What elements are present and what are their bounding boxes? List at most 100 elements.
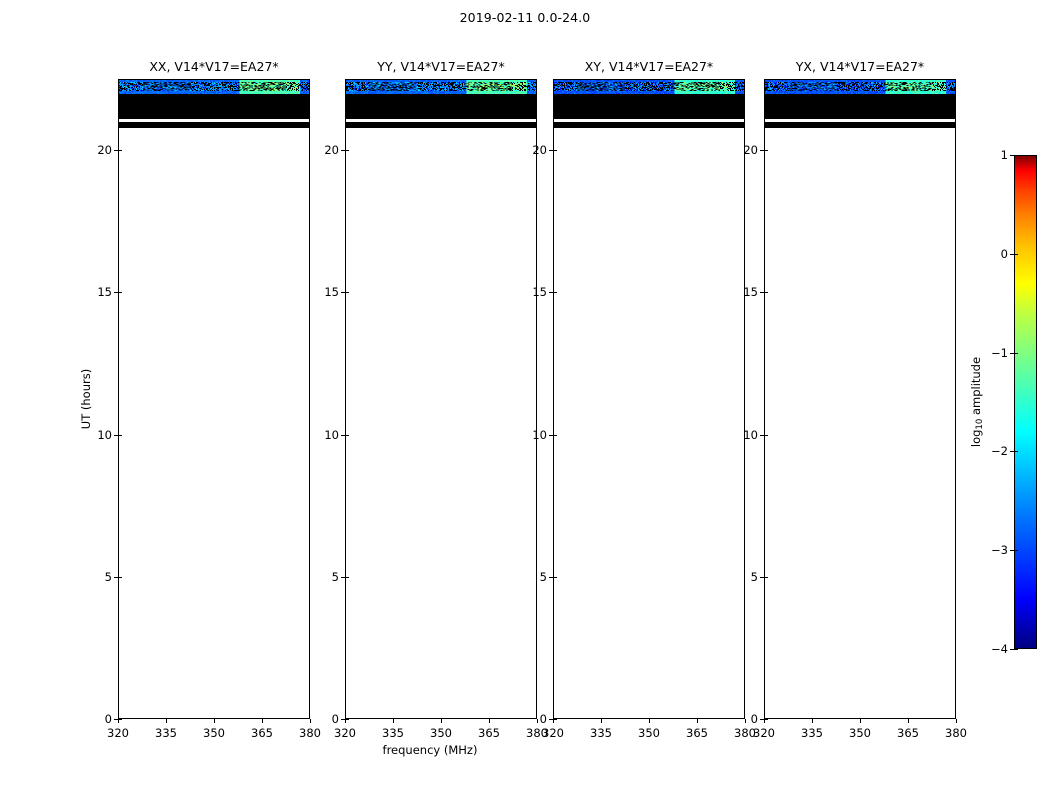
y-tick-mark (341, 150, 345, 152)
y-tick-mark (549, 719, 553, 720)
x-tick-label: 350 (849, 726, 871, 740)
y-tick-mark (341, 292, 345, 294)
y-tick-mark-inner (118, 292, 122, 294)
colorbar-gradient (1014, 155, 1037, 649)
y-tick-mark-inner (345, 434, 349, 436)
colorbar-tick-mark-inner (1014, 155, 1018, 156)
x-tick-label: 335 (801, 726, 823, 740)
x-tick-mark (262, 719, 263, 723)
y-tick-mark (549, 150, 553, 152)
y-tick-mark (114, 434, 118, 436)
plot-area-xy (553, 79, 745, 719)
colorbar-tick-mark (1010, 550, 1014, 552)
y-tick-mark-inner (118, 576, 122, 578)
x-tick-mark (537, 719, 538, 723)
panel-title-xy: XY, V14*V17=EA27* (584, 59, 714, 74)
gap-band-yy (346, 119, 536, 122)
y-tick-mark (760, 150, 764, 152)
flagged-band2-yy (346, 122, 536, 128)
y-tick-label: 15 (743, 285, 758, 300)
colorbar-tick-label: 0 (1000, 246, 1008, 261)
x-tick-label: 350 (430, 726, 452, 740)
y-tick-label: 10 (324, 427, 339, 442)
x-tick-mark (812, 719, 813, 723)
x-axis-label: frequency (MHz) (382, 743, 478, 757)
y-tick-mark-inner (764, 719, 768, 720)
y-tick-mark (341, 576, 345, 578)
x-tick-label: 365 (897, 726, 919, 740)
x-tick-mark (908, 719, 909, 723)
y-tick-mark-inner (553, 150, 557, 152)
flagged-band2-yx (765, 122, 955, 128)
y-tick-label: 20 (97, 143, 112, 158)
colorbar-label-subscript: 10 (974, 418, 985, 430)
colorbar-tick-mark (1010, 155, 1014, 156)
y-tick-label: 0 (331, 712, 339, 726)
colorbar-tick-label: 1 (1000, 148, 1008, 162)
x-tick-label: 335 (382, 726, 404, 740)
flagged-band-xx (119, 94, 309, 119)
y-tick-label: 0 (104, 712, 112, 726)
plot-area-yx (764, 79, 956, 719)
colorbar-label-tail: amplitude (969, 356, 984, 419)
y-tick-mark-inner (345, 292, 349, 294)
plot-area-xx (118, 79, 310, 719)
x-tick-mark (601, 719, 602, 723)
y-tick-mark (549, 434, 553, 436)
y-tick-mark-inner (118, 150, 122, 152)
y-tick-label: 10 (97, 427, 112, 442)
x-tick-mark (553, 719, 554, 723)
y-tick-mark (760, 292, 764, 294)
heatmap-raster-yy (346, 80, 536, 94)
y-tick-mark (760, 719, 764, 720)
x-tick-label: 380 (526, 726, 548, 740)
x-tick-mark (745, 719, 746, 723)
colorbar-label-base: log (969, 429, 984, 448)
y-tick-mark-inner (118, 434, 122, 436)
colorbar-label: log10 amplitude (969, 357, 985, 447)
y-tick-mark (760, 576, 764, 578)
x-tick-label: 320 (753, 726, 775, 740)
panel-title-yy: YY, V14*V17=EA27* (377, 59, 505, 74)
x-tick-label: 380 (299, 726, 321, 740)
y-tick-label: 10 (743, 427, 758, 442)
y-tick-label: 5 (331, 569, 339, 584)
x-tick-label: 335 (155, 726, 177, 740)
flagged-band-yx (765, 94, 955, 119)
y-tick-mark (114, 719, 118, 720)
y-tick-mark-inner (764, 434, 768, 436)
colorbar-wrapper: −4 −3 −2 −1 0 1 (991, 148, 1037, 656)
y-tick-label: 20 (324, 143, 339, 158)
panel-yy: YY, V14*V17=EA27* 0 5 10 15 20 320 335 350 365 38… (324, 59, 548, 740)
x-tick-label: 350 (638, 726, 660, 740)
figure-suptitle: 2019-02-11 0.0-24.0 (459, 10, 591, 25)
panel-title-yx: YX, V14*V17=EA27* (795, 59, 925, 74)
panel-yx: YX, V14*V17=EA27* 0 5 10 15 20 320 335 350 365 38… (743, 59, 967, 740)
colorbar-tick-mark (1010, 253, 1014, 255)
y-tick-mark (549, 576, 553, 578)
heatmap-raster-xx (119, 80, 309, 94)
x-tick-label: 320 (542, 726, 564, 740)
y-tick-mark-inner (764, 576, 768, 578)
x-tick-label: 380 (734, 726, 756, 740)
y-tick-mark-inner (345, 719, 349, 720)
y-tick-mark-inner (553, 292, 557, 294)
gap-band-xy (554, 119, 744, 122)
x-tick-mark (764, 719, 765, 723)
colorbar-tick-label: −3 (991, 543, 1008, 558)
plot-area-yy (345, 79, 537, 719)
y-tick-mark-inner (345, 576, 349, 578)
panel-title-xx: XX, V14*V17=EA27* (149, 59, 279, 74)
y-tick-mark-inner (553, 576, 557, 578)
x-tick-mark (489, 719, 490, 723)
x-tick-label: 350 (203, 726, 225, 740)
y-tick-label: 10 (532, 427, 547, 442)
y-tick-label: 15 (324, 285, 339, 300)
y-tick-label: 15 (97, 285, 112, 300)
y-tick-mark (114, 150, 118, 152)
colorbar-tick-label: −2 (991, 444, 1008, 459)
colorbar-tick-mark-inner (1014, 253, 1018, 255)
flagged-band-xy (554, 94, 744, 119)
panel-xx: XX, V14*V17=EA27* 0 5 10 15 20 320 335 350 365 38… (97, 59, 321, 740)
x-tick-label: 335 (590, 726, 612, 740)
